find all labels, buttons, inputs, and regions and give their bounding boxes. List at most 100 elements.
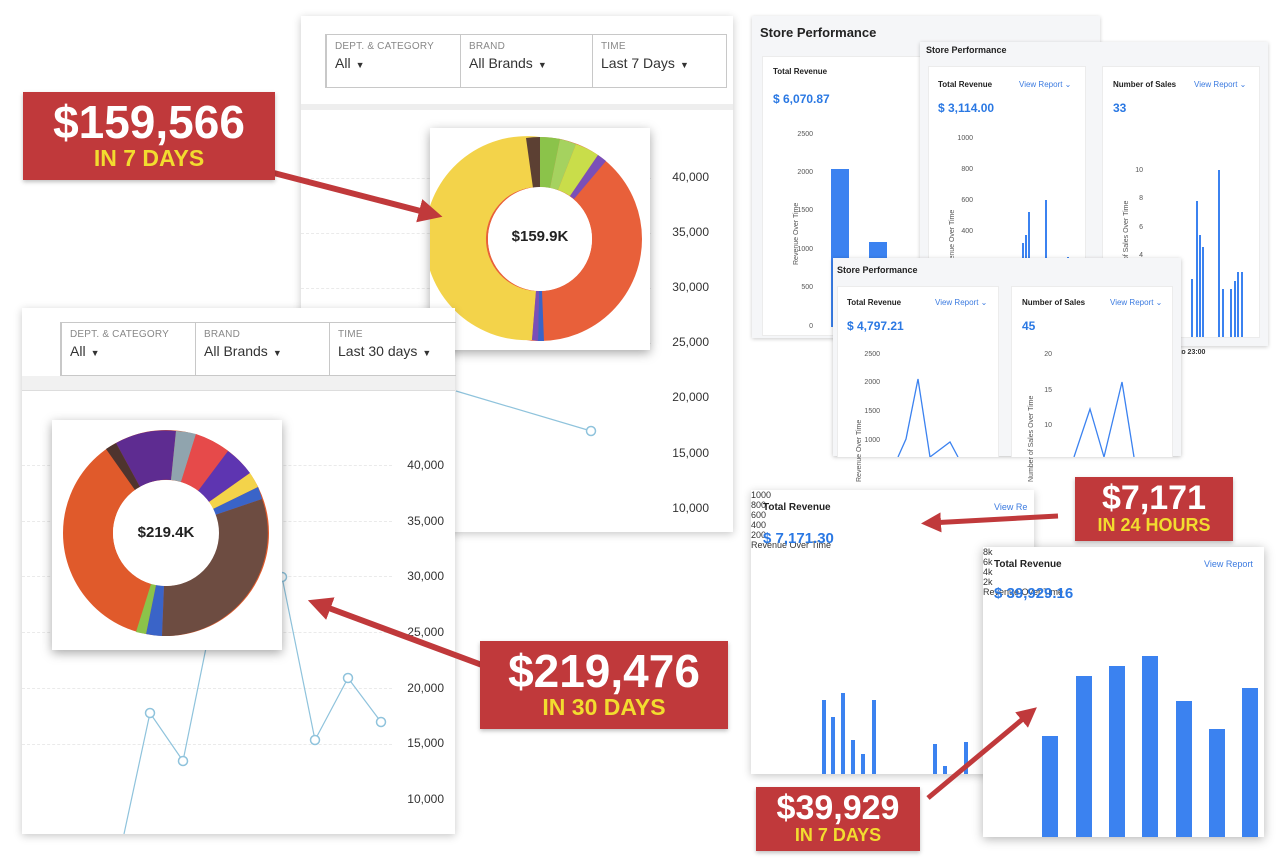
filter-dept-category[interactable]: DEPT. & CATEGORY All ▼ — [326, 35, 460, 87]
card-value: $ 6,070.87 — [773, 92, 830, 106]
view-report-link[interactable]: View Re — [994, 502, 1028, 512]
card-value: 33 — [1113, 101, 1127, 115]
view-report-link[interactable]: View Report ⌄ — [1194, 80, 1246, 89]
filter-brand[interactable]: BRAND All Brands ▼ — [195, 323, 329, 375]
y-tick: 2000 — [864, 379, 880, 386]
y-tick: 20,000 — [407, 681, 444, 695]
series-line — [1073, 381, 1135, 457]
store-performance-panel-c: Store Performance Total Revenue View Rep… — [833, 258, 1181, 482]
donut-slice — [550, 139, 576, 190]
donut-center-label: $219.4K — [137, 524, 195, 541]
donut-hole — [113, 480, 219, 586]
y-tick: 8k — [983, 547, 993, 557]
y-tick: 10 — [1135, 167, 1143, 174]
donut-slice — [213, 487, 262, 515]
y-tick: 6k — [983, 557, 993, 567]
donut-chart-30-days — [63, 430, 269, 637]
y-tick: 10 — [1044, 422, 1052, 429]
filter-value: All — [335, 55, 351, 71]
y-tick: 20,000 — [672, 390, 709, 404]
filter-dept-category[interactable]: DEPT. & CATEGORY All ▼ — [61, 323, 195, 375]
total-revenue-7d-card: Total Revenue View Report $ 39,929.16 8k… — [983, 547, 1264, 837]
view-report-link[interactable]: View Report — [1204, 559, 1253, 569]
y-tick: 30,000 — [672, 280, 709, 294]
store-performance-title: Store Performance — [837, 265, 918, 275]
bar — [1209, 729, 1225, 837]
arrow-to-line-30-days — [307, 597, 492, 671]
view-report-link[interactable]: View Report ⌄ — [1019, 80, 1071, 89]
y-tick: 8 — [1139, 195, 1143, 202]
card-title: Total Revenue — [763, 502, 831, 513]
caret-down-icon: ▼ — [422, 348, 432, 358]
donut-card-7-days: $159.9K — [424, 128, 650, 350]
bar — [1109, 666, 1125, 837]
filter-time[interactable]: TIME Last 7 Days ▼ — [592, 35, 724, 87]
chevron-down-icon: ⌄ — [1155, 298, 1163, 307]
donut-hole — [488, 187, 592, 291]
filter-bar: DEPT. & CATEGORY All ▼ BRAND All Brands ▼ … — [60, 322, 456, 376]
filter-brand[interactable]: BRAND All Brands ▼ — [460, 35, 592, 87]
y-tick: 30,000 — [407, 569, 444, 583]
bar — [1176, 701, 1192, 837]
donut-slice — [136, 584, 156, 634]
y-tick: 800 — [961, 166, 973, 173]
y-tick: 10,000 — [407, 792, 444, 806]
donut-chart-7-days — [424, 136, 642, 342]
bar — [1076, 676, 1092, 837]
number-of-sales-card: Number of Sales View Report ⌄ 45 20 15 1… — [1011, 286, 1173, 482]
donut-slice — [146, 585, 164, 636]
y-tick: 500 — [801, 284, 813, 291]
y-tick: 4 — [1139, 252, 1143, 259]
filter-label: DEPT. & CATEGORY — [70, 329, 169, 340]
view-report-link[interactable]: View Report ⌄ — [935, 298, 987, 307]
caret-down-icon: ▼ — [679, 60, 689, 70]
y-tick: 25,000 — [407, 625, 444, 639]
donut-card-30-days: $219.4K — [52, 420, 282, 650]
caret-down-icon: ▼ — [537, 60, 547, 70]
y-tick: 1000 — [864, 437, 880, 444]
card-title: Total Revenue — [994, 559, 1062, 570]
store-performance-title: Store Performance — [926, 45, 1007, 55]
donut-slice — [181, 434, 228, 491]
grid-line — [22, 744, 392, 745]
view-report-label: View Report — [1019, 80, 1063, 89]
bar — [1241, 272, 1243, 337]
y-tick: 2000 — [797, 169, 813, 176]
y-tick: 2500 — [797, 131, 813, 138]
callout-amount: $39,929 — [776, 789, 900, 827]
y-tick: 800 — [751, 500, 767, 510]
view-report-link[interactable]: View Report ⌄ — [1110, 298, 1162, 307]
card-value: $ 39,929.16 — [994, 585, 1074, 602]
total-revenue-card: Total Revenue View Report ⌄ $ 4,797.21 2… — [837, 286, 999, 482]
y-tick: 1500 — [864, 408, 880, 415]
line-chart — [897, 378, 959, 457]
data-point — [342, 672, 354, 684]
callout-30-days: $219,476 IN 30 DAYS — [480, 641, 728, 729]
view-report-label: View Report — [1194, 80, 1238, 89]
bar — [943, 766, 947, 774]
y-tick: 1500 — [797, 207, 813, 214]
chevron-down-icon: ⌄ — [1064, 80, 1072, 89]
filter-value: Last 7 Days — [601, 55, 675, 71]
y-tick: 15,000 — [672, 446, 709, 460]
y-tick: 2500 — [864, 351, 880, 358]
y-tick: 35,000 — [407, 514, 444, 528]
bar — [1042, 736, 1058, 837]
bar-chart — [1042, 656, 1258, 837]
chevron-down-icon: ⌄ — [980, 298, 988, 307]
donut-slice — [116, 430, 176, 487]
series-line — [897, 378, 959, 457]
callout-period: IN 24 HOURS — [1097, 515, 1211, 535]
card-title: Total Revenue — [773, 67, 828, 76]
y-tick: 35,000 — [672, 225, 709, 239]
data-point — [177, 755, 189, 767]
bar — [1218, 170, 1220, 337]
y-tick: 25,000 — [672, 335, 709, 349]
y-tick: 40,000 — [407, 458, 444, 472]
card-title: Total Revenue — [938, 80, 993, 89]
donut-center-label: $159.9K — [511, 228, 569, 245]
donut-slice — [558, 144, 598, 196]
filter-time[interactable]: TIME Last 30 days ▼ — [329, 323, 455, 375]
y-tick: 40,000 — [672, 170, 709, 184]
